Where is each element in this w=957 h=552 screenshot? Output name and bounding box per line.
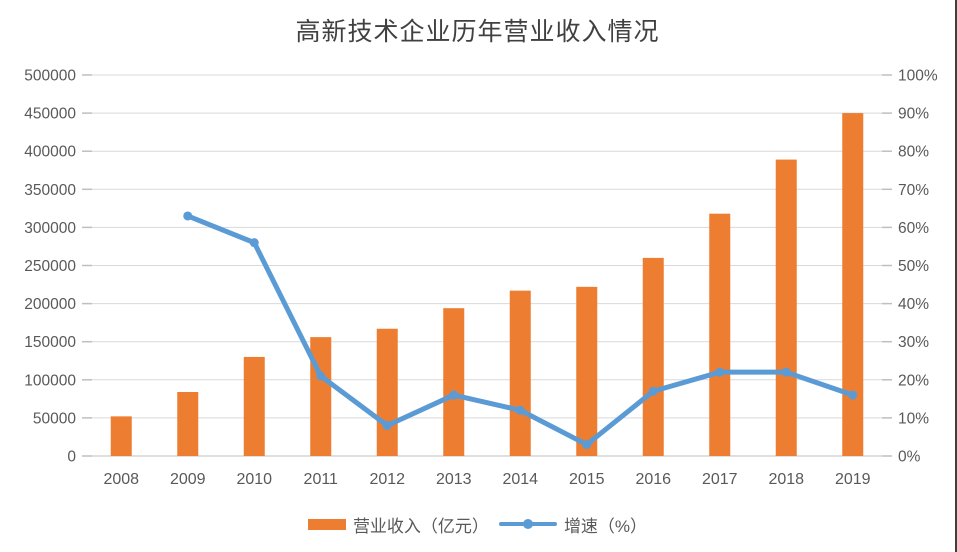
- revenue-bar: [376, 328, 398, 456]
- x-axis-label: 2013: [436, 471, 472, 488]
- bar-series-swatch-icon: [307, 518, 346, 530]
- x-axis-label: 2008: [103, 471, 139, 488]
- y-axis-label-left: 50000: [33, 410, 76, 427]
- chart-title: 高新技术企业历年营业收入情况: [295, 17, 660, 46]
- y-axis-label-right: 40%: [898, 296, 929, 313]
- line-swatch-marker-icon: [522, 519, 533, 529]
- revenue-bar: [842, 113, 864, 456]
- growth-line-marker: [582, 440, 592, 450]
- x-axis-label: 2016: [635, 471, 671, 488]
- growth-line-marker: [848, 390, 858, 400]
- y-axis-label-left: 250000: [24, 258, 76, 275]
- x-axis-label: 2009: [170, 471, 206, 488]
- y-axis-label-right: 100%: [898, 68, 938, 85]
- legend-label-revenue: 营业收入（亿元）: [352, 516, 489, 536]
- revenue-bar: [443, 308, 465, 456]
- growth-line-marker: [715, 367, 725, 377]
- x-axis-label: 2015: [569, 471, 605, 488]
- growth-line-marker: [449, 390, 459, 400]
- y-axis-label-left: 350000: [24, 182, 76, 199]
- y-axis-label-left: 150000: [24, 334, 76, 351]
- growth-line-marker: [249, 238, 259, 248]
- growth-line-marker: [648, 386, 658, 396]
- y-axis-label-right: 60%: [898, 220, 929, 237]
- y-axis-label-left: 300000: [24, 220, 76, 237]
- growth-line-marker: [183, 211, 193, 221]
- revenue-bar: [310, 337, 332, 456]
- revenue-bar: [709, 213, 731, 456]
- y-axis-label-left: 200000: [24, 296, 76, 313]
- growth-line-marker: [316, 371, 326, 381]
- revenue-bar: [642, 257, 664, 456]
- growth-line-marker: [781, 367, 791, 377]
- x-axis-label: 2011: [304, 471, 339, 488]
- y-axis-label-right: 70%: [898, 182, 929, 199]
- y-axis-label-right: 90%: [898, 106, 929, 123]
- x-axis-label: 2012: [369, 471, 405, 488]
- y-axis-label-right: 0%: [898, 449, 921, 466]
- y-axis-label-right: 50%: [898, 258, 929, 275]
- revenue-bar: [110, 416, 132, 456]
- revenue-bar: [243, 356, 265, 456]
- revenue-bar: [509, 290, 531, 456]
- x-axis-label: 2018: [768, 471, 804, 488]
- y-axis-label-left: 450000: [24, 106, 76, 123]
- y-axis-label-left: 100000: [24, 372, 76, 389]
- y-axis-label-left: 500000: [24, 68, 76, 85]
- y-axis-label-left: 400000: [24, 144, 76, 161]
- legend-item-revenue: 营业收入（亿元）: [307, 512, 489, 537]
- y-axis-label-right: 10%: [898, 410, 929, 427]
- revenue-bar: [177, 391, 199, 456]
- revenue-bar: [576, 286, 598, 456]
- legend-label-growth: 增速（%）: [563, 516, 648, 536]
- revenue-bar: [775, 159, 797, 456]
- x-axis-label: 2014: [502, 471, 538, 488]
- legend-item-growth: 增速（%）: [498, 512, 648, 537]
- growth-line-marker: [382, 421, 392, 431]
- y-axis-label-right: 80%: [898, 144, 929, 161]
- y-axis-label-left: 0: [67, 449, 76, 466]
- line-series-swatch-icon: [498, 518, 557, 530]
- x-axis-label: 2010: [236, 471, 272, 488]
- y-axis-label-right: 20%: [898, 372, 929, 389]
- growth-line-marker: [515, 405, 525, 415]
- y-axis-label-right: 30%: [898, 334, 929, 351]
- x-axis-label: 2019: [835, 471, 871, 488]
- x-axis-label: 2017: [702, 471, 738, 488]
- chart-legend: 营业收入（亿元） 增速（%）: [0, 511, 955, 537]
